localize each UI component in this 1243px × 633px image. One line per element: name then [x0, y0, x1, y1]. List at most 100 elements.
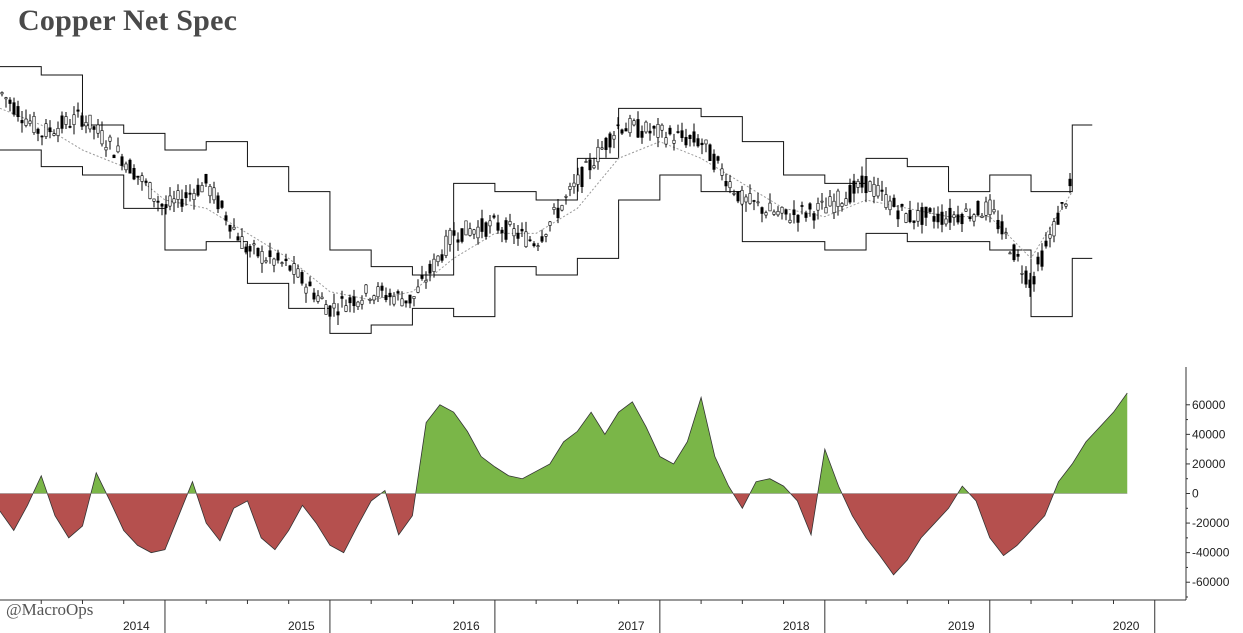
candle-body [392, 296, 396, 305]
candle-body [644, 121, 648, 133]
candle-body [132, 168, 136, 180]
candle-body [288, 265, 292, 271]
candle-body [1048, 234, 1052, 239]
candle-body [712, 153, 716, 170]
net-spec-outline [0, 392, 1128, 576]
candle-body [580, 166, 584, 187]
candle-body [772, 211, 776, 215]
candle-body [56, 128, 60, 136]
candle-body [1024, 270, 1028, 285]
candle-body [24, 118, 28, 126]
candle-body [512, 228, 516, 237]
candle-body [640, 131, 644, 138]
candle-body [236, 236, 240, 241]
candle-body [780, 206, 784, 214]
candle-body [64, 116, 68, 125]
candle-body [960, 214, 964, 225]
candle-body [248, 246, 252, 252]
candle-body [604, 137, 608, 150]
candle-body [572, 182, 576, 187]
candle-body [176, 190, 180, 200]
candle-body [500, 229, 504, 234]
candle-body [436, 255, 440, 263]
candle-body [8, 99, 12, 104]
candle-body [104, 147, 108, 151]
candle-body [704, 139, 708, 145]
candle-body [1020, 273, 1024, 275]
candle-body [720, 168, 724, 176]
candle-body [996, 219, 1000, 230]
year-label: 2019 [948, 619, 975, 633]
candle-body [588, 159, 592, 171]
candle-body [136, 175, 140, 178]
candle-body [520, 228, 524, 232]
net-spec-negative-area [0, 493, 1128, 575]
net-spec-y-axis: 60000 40000 20000 0 -20000 -40000 -60000 [1185, 367, 1230, 600]
candle-body [1028, 279, 1032, 288]
candle-body [988, 199, 992, 216]
net-spec-panel: 60000 40000 20000 0 -20000 -40000 -60000 [0, 367, 1230, 600]
chart-title: Copper Net Spec [18, 4, 238, 37]
candle-body [240, 236, 244, 249]
candle-body [748, 193, 752, 204]
candle-body [764, 212, 768, 216]
y-tick-label: -40000 [1192, 546, 1230, 560]
candle-body [724, 181, 728, 187]
candle-body [808, 203, 812, 210]
candle-body [796, 214, 800, 223]
year-label: 2016 [453, 619, 480, 633]
candle-body [12, 102, 16, 115]
candle-body [172, 198, 176, 204]
candle-body [1068, 178, 1072, 187]
candle-body [1016, 253, 1020, 257]
candle-body [92, 126, 96, 130]
candle-body [1052, 221, 1056, 237]
candle-body [564, 196, 568, 198]
candle-body [244, 246, 248, 253]
candle-body [820, 200, 824, 203]
candle-body [740, 190, 744, 205]
candle-body [528, 239, 532, 242]
candle-body [540, 236, 544, 242]
candle-body [316, 295, 320, 302]
candle-body [504, 220, 508, 240]
candle-body [336, 311, 340, 316]
candle-body [636, 119, 640, 138]
candle-body [852, 180, 856, 194]
year-label: 2017 [618, 619, 645, 633]
candle-body [664, 137, 668, 145]
candle-body [0, 92, 4, 95]
year-label: 2020 [1113, 619, 1140, 633]
candle-body [756, 201, 760, 204]
candle-body [860, 175, 864, 188]
candle-body [832, 200, 836, 213]
candle-body [1036, 256, 1040, 265]
candle-body [552, 207, 556, 210]
candle-body [112, 154, 116, 159]
candle-body [628, 118, 632, 134]
x-axis: 2014 2015 2016 2017 2018 2019 2020 [0, 599, 1186, 633]
net-spec-positive-area [0, 392, 1128, 494]
candle-body [164, 204, 168, 209]
candle-body [488, 220, 492, 227]
year-label: 2014 [123, 619, 150, 633]
candle-body [656, 124, 660, 138]
candle-body [408, 294, 412, 304]
candle-body [616, 124, 620, 127]
candle-body [728, 181, 732, 189]
candle-body [880, 189, 884, 192]
candle-body [4, 97, 8, 100]
y-tick-label: -60000 [1192, 575, 1230, 589]
candle-body [916, 210, 920, 222]
candle-body [96, 124, 100, 134]
candle-body [432, 258, 436, 272]
y-tick-label: -20000 [1192, 516, 1230, 530]
y-tick-label: 0 [1192, 487, 1199, 501]
candle-body [188, 192, 192, 195]
candle-body [20, 120, 24, 124]
candle-body [736, 191, 740, 202]
candle-body [232, 226, 236, 230]
candle-body [936, 213, 940, 223]
candle-body [40, 135, 44, 138]
